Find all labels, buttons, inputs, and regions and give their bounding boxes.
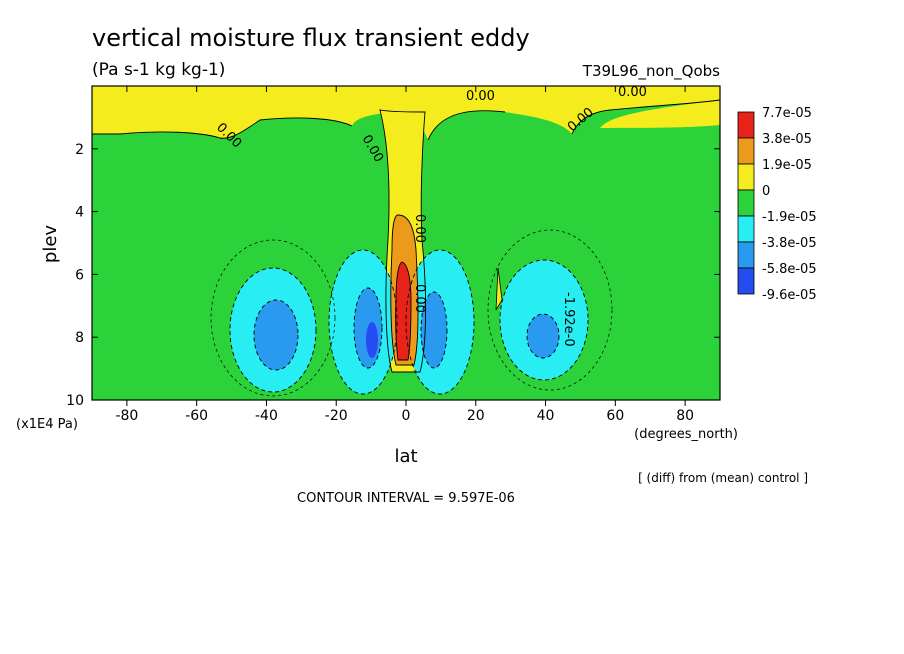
contour-field: 0.00 0.00 0.00 0.00 0.00 0.00 0.00 -1.92… bbox=[92, 85, 720, 400]
contour-label: 0.00 bbox=[466, 89, 495, 104]
x-tick-label: 60 bbox=[606, 408, 624, 424]
contour-label: 0.00 bbox=[412, 284, 427, 313]
contour-label: -1.92e-0 bbox=[561, 292, 576, 347]
sliver-27n bbox=[495, 267, 503, 311]
x-axis: -80 -60 -40 -20 0 20 40 60 80 bbox=[115, 86, 694, 424]
legend-label: -3.8e-05 bbox=[762, 236, 817, 251]
x-tick-label: -60 bbox=[185, 408, 208, 424]
y-axis: 2 4 6 8 10 bbox=[66, 142, 720, 409]
y-axis-unit: (x1E4 Pa) bbox=[16, 417, 78, 432]
x-axis-title: lat bbox=[394, 446, 417, 467]
x-tick-label: 20 bbox=[467, 408, 485, 424]
x-axis-unit: (degrees_north) bbox=[634, 427, 738, 442]
lobe-12n-mid bbox=[421, 292, 447, 368]
contour-label: 0.00 bbox=[618, 85, 647, 100]
y-axis-title: plev bbox=[40, 225, 61, 264]
x-tick-label: 80 bbox=[676, 408, 694, 424]
chart-title: vertical moisture flux transient eddy bbox=[92, 24, 530, 52]
x-tick-label: -20 bbox=[325, 408, 348, 424]
diff-note: [ (diff) from (mean) control ] bbox=[638, 471, 808, 485]
legend-swatch bbox=[737, 267, 755, 295]
legend-label: 1.9e-05 bbox=[762, 158, 812, 173]
legend-label: 0 bbox=[762, 184, 770, 199]
y-tick-label: 6 bbox=[75, 267, 84, 283]
legend-swatch bbox=[737, 137, 755, 165]
color-legend: 7.7e-05 3.8e-05 1.9e-05 0 -1.9e-05 -3.8e-05 -5… bbox=[737, 106, 817, 303]
y-tick-label: 8 bbox=[75, 330, 84, 346]
legend-swatch bbox=[737, 189, 755, 217]
contour-interval: CONTOUR INTERVAL = 9.597E-06 bbox=[297, 491, 515, 506]
core-red bbox=[395, 262, 411, 360]
contour-lines bbox=[92, 99, 720, 397]
legend-swatch bbox=[737, 163, 755, 191]
upper-positive-band bbox=[92, 86, 720, 140]
y-tick-label: 4 bbox=[75, 205, 84, 221]
units-label: (Pa s-1 kg kg-1) bbox=[92, 60, 225, 80]
legend-swatch bbox=[737, 111, 755, 139]
x-tick-label: -80 bbox=[115, 408, 138, 424]
upper-right-positive bbox=[600, 100, 720, 128]
run-label: T39L96_non_Qobs bbox=[582, 62, 720, 81]
legend-label: -5.8e-05 bbox=[762, 262, 817, 277]
y-tick-label: 2 bbox=[75, 142, 84, 158]
legend-swatch bbox=[737, 215, 755, 243]
contour-label: 0.00 bbox=[412, 214, 427, 243]
lobe-12s-core bbox=[366, 322, 378, 358]
x-tick-label: -40 bbox=[255, 408, 278, 424]
legend-label: -1.9e-05 bbox=[762, 210, 817, 225]
x-tick-label: 40 bbox=[537, 408, 555, 424]
legend-swatch bbox=[737, 241, 755, 269]
legend-label: -9.6e-05 bbox=[762, 288, 817, 303]
lobe-40n-mid bbox=[527, 314, 559, 358]
legend-label: 3.8e-05 bbox=[762, 132, 812, 147]
lobe-40s-mid bbox=[254, 300, 298, 370]
x-tick-label: 0 bbox=[402, 408, 411, 424]
legend-label: 7.7e-05 bbox=[762, 106, 812, 121]
y-tick-label: 10 bbox=[66, 393, 84, 409]
